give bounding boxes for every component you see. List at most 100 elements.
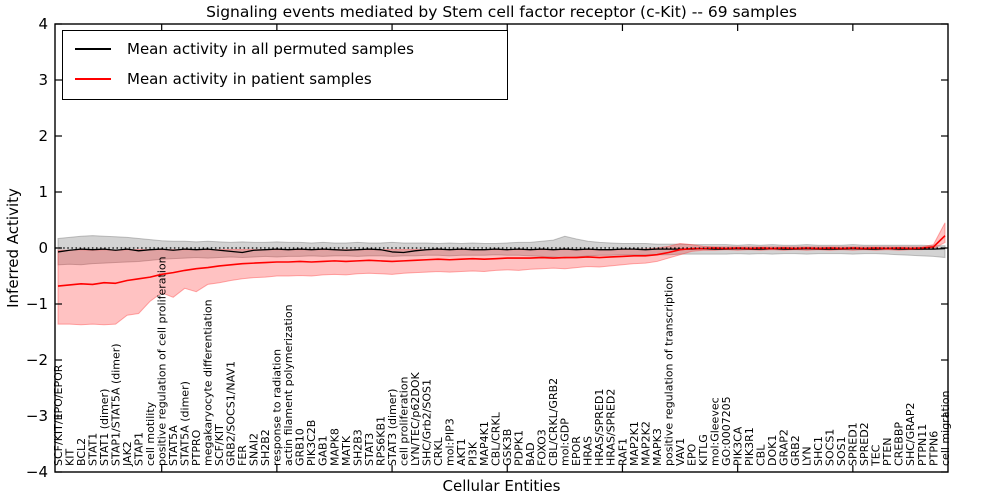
x-category-label: BAD (524, 442, 537, 466)
y-tick-label: 2 (38, 127, 48, 145)
x-category-label: STAT5A (dimer) (179, 381, 192, 466)
x-category-label: PTPN11 (916, 424, 929, 466)
x-category-label: HRAS/SPRED2 (605, 389, 618, 466)
x-category-label: HRAS (582, 436, 595, 466)
x-category-label: STAT3 (363, 433, 376, 466)
x-category-label: KIT (63, 449, 76, 466)
x-category-label: PIK3CA (731, 426, 744, 466)
x-category-label: positive regulation of cell proliferatio… (155, 256, 168, 466)
x-category-label: GO:0007205 (720, 396, 733, 466)
legend-label-permuted: Mean activity in all permuted samples (127, 40, 414, 58)
x-category-label: LYN (801, 446, 814, 466)
x-category-label: PTEN (881, 437, 894, 466)
x-category-label: VAV1 (674, 438, 687, 466)
y-tick-label: −1 (26, 295, 48, 313)
x-category-label: STAT1 (86, 433, 99, 466)
x-category-label: mol:Gleevec (708, 397, 721, 466)
x-category-label: STAP1 (132, 432, 145, 466)
x-category-label: EPO (685, 443, 698, 466)
x-category-label: MAP2K1 (628, 421, 641, 466)
x-category-label: SHC1 (812, 436, 825, 466)
x-category-label: GAB1 (317, 435, 330, 466)
x-category-label: JAK2 (121, 441, 134, 467)
x-category-label: SH2B3 (351, 429, 364, 466)
x-category-label: mol:GDP (559, 418, 572, 466)
x-category-label: TEC (870, 444, 883, 467)
x-category-label: EPOR (570, 436, 583, 466)
x-category-label: SOS1 (835, 436, 848, 466)
x-category-label: CBL/CRKL (490, 411, 503, 466)
legend-line-swatch-patient (75, 78, 111, 80)
x-category-label: LYN/TEC/p62DOK (409, 372, 422, 466)
x-category-label: cell motility (144, 401, 157, 466)
x-category-label: SOCS1 (824, 429, 837, 466)
y-tick-label: 0 (38, 239, 48, 257)
legend-line-swatch-permuted (75, 48, 111, 50)
x-category-label: AKT1 (455, 438, 468, 466)
y-tick-label: −4 (26, 463, 48, 481)
x-category-label: STAP1/STAT5A (dimer) (109, 343, 122, 466)
legend-item-patient: Mean activity in patient samples (75, 70, 495, 88)
x-category-label: MAPK3 (651, 428, 664, 466)
x-category-label: DOK1 (766, 435, 779, 466)
patient-band (57, 222, 946, 326)
x-category-label: GRB10 (294, 428, 307, 466)
x-category-label: STAT1 (dimer) (98, 389, 111, 466)
x-category-label: cell proliferation (397, 376, 410, 466)
x-category-label: SCF/KIT (213, 424, 226, 466)
x-category-label: SPRED1 (847, 422, 860, 466)
x-category-label: RAF1 (616, 438, 629, 466)
x-category-label: MAPK8 (328, 428, 341, 466)
x-category-label: GSK3B (501, 429, 514, 466)
x-category-label: MAP2K2 (639, 421, 652, 466)
x-category-label: SHC/Grb2/SOS1 (420, 379, 433, 466)
x-category-label: CBL/CRKL/GRB2 (547, 378, 560, 466)
legend: Mean activity in all permuted samples Me… (62, 30, 508, 100)
x-category-label: SNAI2 (248, 433, 261, 466)
x-category-label: GRB2/SOCS1/NAV1 (225, 361, 238, 466)
x-category-label: PTPN6 (927, 431, 940, 466)
x-category-label: mol:PIP3 (443, 418, 456, 466)
x-axis-label: Cellular Entities (442, 477, 561, 495)
y-tick-label: 4 (38, 15, 48, 33)
x-category-label: actin filament polymerization (282, 304, 295, 466)
x-category-label: CRKL (432, 436, 445, 466)
x-category-label: PTPRO (190, 429, 203, 466)
x-category-label: SPRED2 (858, 422, 871, 466)
y-tick-label: 3 (38, 71, 48, 89)
y-tick-label: −2 (26, 351, 48, 369)
x-category-label: positive regulation of transcription (662, 276, 675, 466)
y-tick-label: −3 (26, 407, 48, 425)
x-category-label: PI3K (467, 441, 480, 466)
x-category-label: cell migration (939, 390, 952, 466)
x-category-label: GRB2 (789, 435, 802, 466)
legend-label-patient: Mean activity in patient samples (127, 70, 372, 88)
x-category-label: FER (236, 445, 249, 466)
x-category-label: RPS6KB1 (374, 416, 387, 466)
permuted-band (57, 235, 946, 266)
y-axis-label: Inferred Activity (4, 188, 22, 308)
x-category-label: BCL2 (75, 438, 88, 466)
y-tick-label: 1 (38, 183, 48, 201)
x-category-label: MAP4K1 (478, 421, 491, 466)
x-category-label: CREBBP (893, 422, 906, 466)
x-category-label: KITLG (697, 434, 710, 466)
x-category-label: response to radiation (271, 349, 284, 466)
x-category-label: CBL (754, 444, 767, 466)
chart-title: Signaling events mediated by Stem cell f… (206, 3, 797, 21)
x-category-label: MATK (340, 435, 353, 466)
x-category-label: megakaryocyte differentiation (202, 299, 215, 466)
x-category-label: GRAP2 (778, 429, 791, 466)
x-category-label: STAT5A (167, 425, 180, 466)
legend-item-permuted: Mean activity in all permuted samples (75, 40, 495, 58)
x-category-label: SH2B2 (259, 429, 272, 466)
x-category-label: FOXO3 (536, 429, 549, 466)
x-category-label: PDPK1 (513, 430, 526, 466)
x-category-label: PIK3C2B (305, 420, 318, 466)
x-category-label: PIK3R1 (743, 427, 756, 466)
x-category-label: HRAS/SPRED1 (593, 389, 606, 466)
x-category-label: STAT3 (dimer) (386, 389, 399, 466)
x-category-label: SHC/GRAP2 (904, 402, 917, 466)
